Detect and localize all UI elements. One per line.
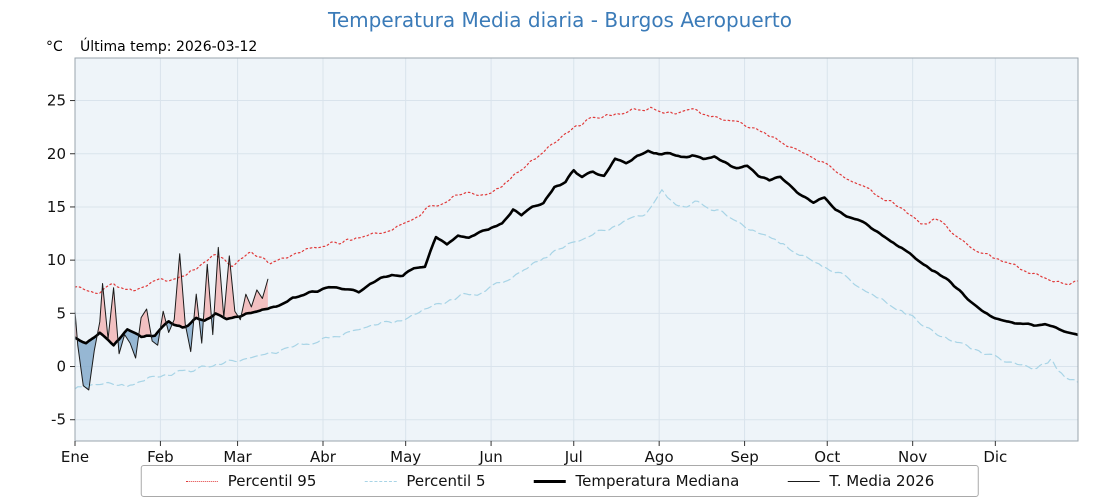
- legend-item-mediana: Temperatura Mediana: [533, 472, 739, 490]
- fill-above-median: [138, 309, 152, 337]
- legend-label: Temperatura Mediana: [575, 472, 740, 490]
- x-tick-label: Abr: [310, 448, 337, 466]
- legend-label: T. Media 2026: [829, 472, 935, 490]
- x-tick-label: Ene: [61, 448, 89, 466]
- y-tick-label: 0: [56, 358, 66, 376]
- x-tick-label: Oct: [814, 448, 840, 466]
- x-tick-label: Dic: [983, 448, 1007, 466]
- plot-border: [74, 57, 1079, 442]
- fill-above-median: [160, 311, 167, 330]
- legend-label: Percentil 5: [406, 472, 486, 490]
- legend-label: Percentil 95: [227, 472, 317, 490]
- fill-above-median: [214, 247, 239, 320]
- plot-area: [75, 106, 1078, 391]
- fill-below-median: [117, 329, 139, 359]
- x-tick-label: Nov: [898, 448, 927, 466]
- percentil-95-line: [75, 106, 1078, 295]
- gridlines: [74, 58, 1078, 441]
- axis-labels: -5 0 5 10 15 20 25 Ene Feb Mar Abr May Jun Jul Ago Sep O…: [47, 92, 1007, 466]
- legend-item-media-2026: T. Media 2026: [787, 472, 934, 490]
- x-tick-label: May: [390, 448, 421, 466]
- percentil-95-line-sample-icon: [185, 480, 218, 482]
- x-tick-label: Sep: [730, 448, 758, 466]
- y-tick-label: -5: [51, 411, 66, 429]
- x-tick-label: Jul: [564, 448, 583, 466]
- legend-item-percentil-5: Percentil 5: [364, 472, 485, 490]
- percentil-5-line-sample-icon: [364, 480, 397, 482]
- axis-ticks: [70, 100, 996, 446]
- y-tick-label: 10: [47, 251, 66, 269]
- legend: Percentil 95 Percentil 5 Temperatura Med…: [140, 465, 980, 497]
- fill-below-median: [185, 319, 194, 352]
- last-temp-label: Última temp: 2026-03-12: [80, 39, 258, 55]
- media-2026-line-sample-icon: [787, 480, 820, 482]
- plot-background: [75, 58, 1078, 441]
- y-tick-label: 25: [47, 92, 66, 110]
- media-2026-line: [75, 246, 269, 391]
- mediana-line: [75, 149, 1078, 347]
- percentil-5-line: [75, 189, 1078, 390]
- mediana-line-sample-icon: [533, 479, 566, 483]
- legend-item-percentil-95: Percentil 95: [185, 472, 317, 490]
- x-tick-label: Jun: [478, 448, 502, 466]
- unit-label: °C: [46, 39, 63, 55]
- y-tick-label: 5: [56, 304, 66, 322]
- page-title: Temperatura Media diaria - Burgos Aeropu…: [328, 8, 792, 32]
- fill-above-median: [193, 294, 200, 320]
- fill-above-median: [172, 253, 186, 328]
- x-tick-label: Ago: [645, 448, 674, 466]
- x-tick-label: Mar: [223, 448, 252, 466]
- y-tick-label: 15: [47, 198, 66, 216]
- y-tick-label: 20: [47, 145, 66, 163]
- x-tick-label: Feb: [147, 448, 174, 466]
- fill-above-median: [203, 264, 212, 321]
